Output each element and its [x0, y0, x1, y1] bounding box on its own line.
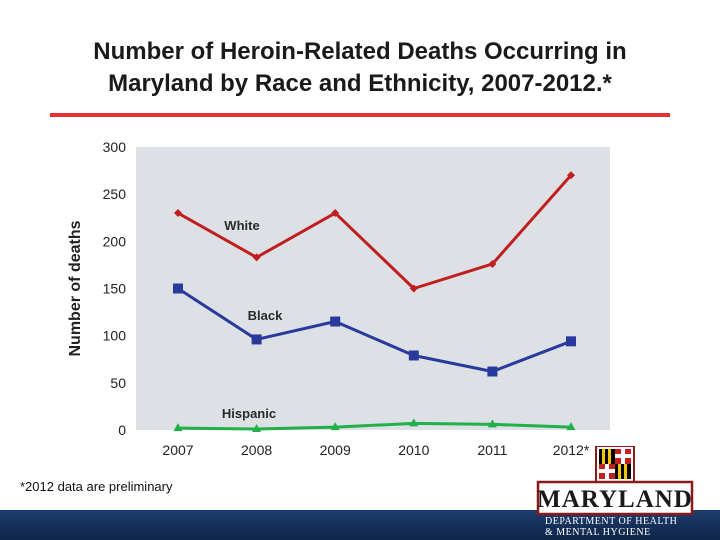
seal-icon: [595, 446, 635, 483]
x-tick-label: 2011: [477, 442, 507, 458]
title-line-1: Number of Heroin-Related Deaths Occurrin…: [93, 38, 627, 65]
black-series-label: Black: [248, 308, 283, 323]
hispanic-series-line: [177, 421, 572, 431]
page-title: Number of Heroin-Related Deaths Occurrin…: [20, 36, 700, 100]
white-data-point: [174, 209, 182, 218]
hispanic-data-point: [252, 424, 262, 433]
white-data-point: [331, 209, 340, 218]
title-underline: [50, 113, 670, 117]
department-line-1: Department of Health: [545, 516, 678, 527]
x-tick-label: 2012*: [553, 442, 590, 458]
hispanic-data-point: [330, 422, 340, 431]
y-tick-label: 200: [103, 233, 127, 249]
black-data-point: [566, 336, 576, 347]
white-data-point: [252, 253, 261, 262]
x-tick-label: 2007: [162, 442, 193, 458]
white-series-label: White: [224, 218, 259, 233]
department-line-2: & Mental Hygiene: [545, 527, 651, 538]
white-data-point: [567, 171, 575, 180]
y-tick-label: 250: [103, 186, 127, 202]
footnote: *2012 data are preliminary: [20, 479, 173, 494]
logo-wordmark: MARYLAND: [537, 486, 693, 513]
department-name: Department of Health & Mental Hygiene: [545, 516, 695, 538]
white-data-point: [409, 284, 418, 293]
white-data-point: [488, 259, 497, 268]
title-line-2: Maryland by Race and Ethnicity, 2007-201…: [108, 70, 612, 97]
x-tick-label: 2010: [398, 442, 429, 458]
hispanic-data-point: [409, 418, 419, 427]
hispanic-series-label: Hispanic: [222, 406, 276, 421]
y-tick-label: 100: [103, 328, 127, 344]
hispanic-data-point: [566, 422, 576, 431]
x-tick-label: 2008: [241, 442, 272, 458]
y-tick-label: 150: [103, 281, 127, 297]
y-tick-label: 0: [118, 422, 126, 438]
maryland-dhmh-logo: MARYLAND: [536, 446, 694, 516]
y-tick-label: 300: [103, 139, 127, 155]
hispanic-data-point: [487, 419, 497, 428]
black-series-line: [177, 287, 572, 374]
line-chart: 0 50 100 150 200 250 300 2007 2008 2009 2010 2011 20…: [67, 139, 610, 458]
y-tick-label: 50: [110, 375, 126, 391]
black-data-point: [487, 366, 498, 377]
x-tick-label: 2009: [320, 442, 351, 458]
black-data-point: [173, 283, 183, 294]
white-series-line: [177, 174, 573, 290]
black-data-point: [408, 350, 419, 361]
black-data-point: [330, 316, 341, 327]
plot-area: [136, 147, 610, 430]
black-data-point: [251, 334, 262, 345]
hispanic-data-point: [173, 423, 183, 432]
y-axis-label: Number of deaths: [67, 220, 84, 356]
